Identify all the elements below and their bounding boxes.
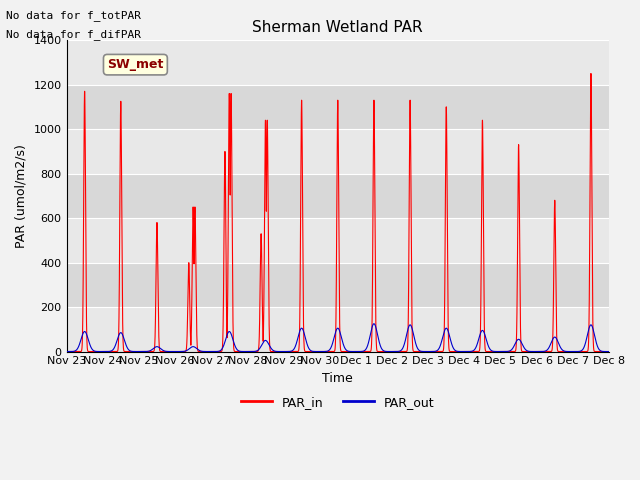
Text: SW_met: SW_met [108,58,164,71]
Legend: PAR_in, PAR_out: PAR_in, PAR_out [236,391,440,414]
Text: No data for f_difPAR: No data for f_difPAR [6,29,141,40]
Bar [67,40,609,84]
Bar [67,84,609,129]
Bar [67,218,609,263]
Title: Sherman Wetland PAR: Sherman Wetland PAR [252,20,423,35]
X-axis label: Time: Time [323,372,353,385]
Bar [67,174,609,218]
Bar [67,129,609,174]
Bar [67,307,609,351]
Y-axis label: PAR (umol/m2/s): PAR (umol/m2/s) [15,144,28,248]
Text: No data for f_totPAR: No data for f_totPAR [6,10,141,21]
Bar [67,263,609,307]
